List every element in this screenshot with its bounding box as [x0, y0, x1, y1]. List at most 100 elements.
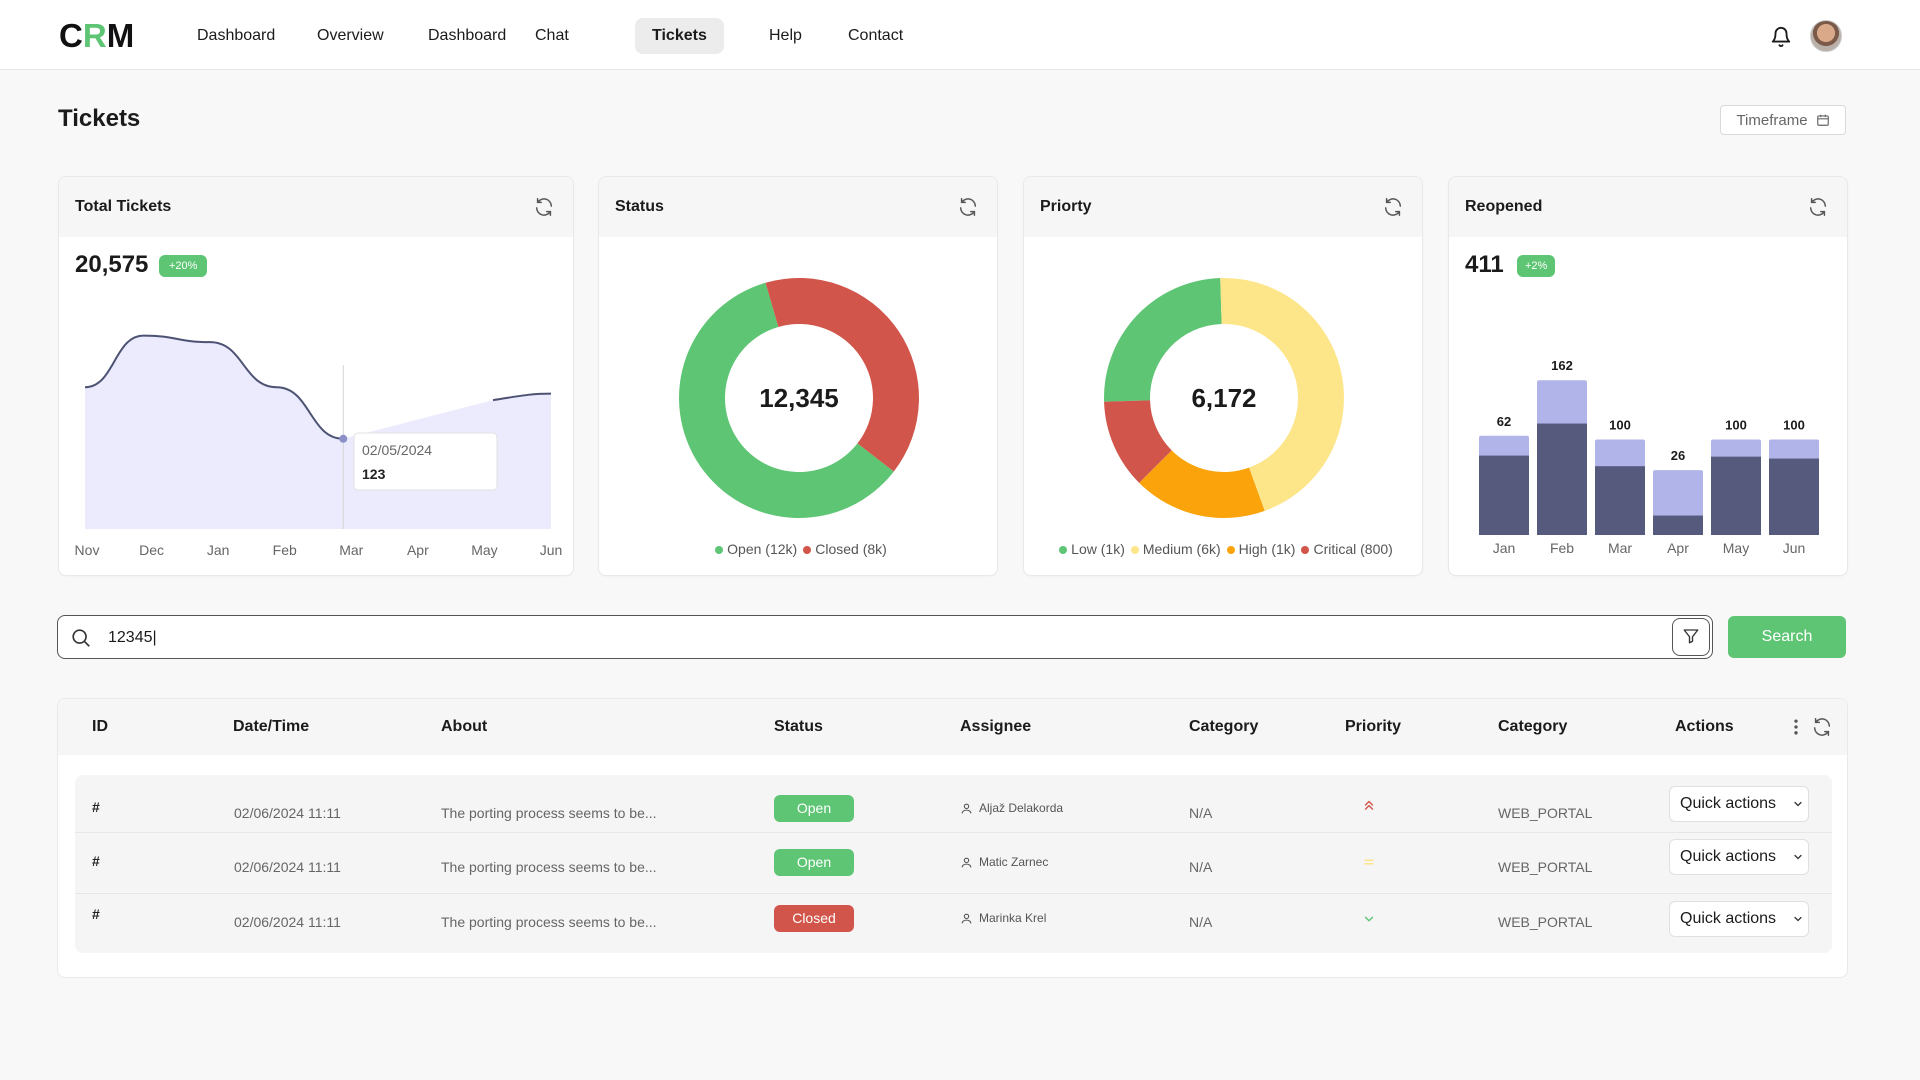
chevron-down-icon — [1794, 916, 1802, 922]
ticket-category-2: WEB_PORTAL — [1498, 859, 1593, 875]
ticket-id[interactable]: # — [92, 799, 100, 815]
user-icon — [961, 803, 972, 813]
quick-actions-dropdown[interactable]: Quick actions — [1669, 839, 1809, 875]
quick-actions-label: Quick actions — [1680, 910, 1777, 927]
legend-dot — [1301, 545, 1310, 554]
bar-segment — [1769, 458, 1819, 535]
nav-item-overview[interactable]: Overview — [317, 27, 384, 44]
area-line — [84, 334, 344, 440]
priority-card: Priorty 6,172 Low (1k) Medium (6k) High (1… — [1023, 176, 1423, 576]
bar-segment — [1711, 456, 1761, 535]
legend-item: Closed (8k) — [797, 541, 887, 557]
refresh-icon[interactable] — [1382, 196, 1404, 218]
ticket-id[interactable]: # — [92, 906, 100, 922]
nav-item-help[interactable]: Help — [769, 27, 802, 44]
ticket-datetime: 02/06/2024 11:11 — [234, 914, 341, 930]
chevron-down-icon — [1364, 916, 1374, 922]
quick-actions-dropdown[interactable]: Quick actions — [1669, 786, 1809, 822]
x-tick-label: Apr — [1667, 540, 1689, 556]
double-chevron-up-icon — [1364, 800, 1374, 810]
search-input[interactable] — [108, 624, 1608, 652]
x-tick-label: Mar — [1608, 540, 1632, 556]
equals-icon — [1364, 859, 1374, 865]
legend-dot — [1059, 545, 1068, 554]
quick-actions-dropdown[interactable]: Quick actions — [1669, 901, 1809, 937]
card-title: Priorty — [1040, 198, 1092, 215]
logo[interactable]: CRM — [59, 17, 134, 55]
search-icon — [72, 629, 90, 647]
card-title: Reopened — [1465, 198, 1543, 215]
tickets-table: ID Date/Time About Status Assignee Categ… — [57, 698, 1848, 978]
donut-slice — [1220, 278, 1345, 511]
card-header: Status — [599, 177, 997, 237]
tooltip-date: 02/05/2024 — [362, 442, 432, 458]
legend-label: Low (1k) — [1071, 541, 1125, 557]
column-header-status[interactable]: Status — [774, 718, 823, 735]
priority-legend: Low (1k) Medium (6k) High (1k) Critical (80… — [1024, 541, 1422, 557]
column-header-priority[interactable]: Priority — [1345, 718, 1402, 735]
nav-item-contact[interactable]: Contact — [848, 27, 904, 44]
column-header-category-2[interactable]: Category — [1498, 718, 1568, 735]
chevron-down-icon — [1794, 854, 1802, 860]
bar-value-label: 100 — [1725, 417, 1747, 432]
filter-button[interactable] — [1672, 618, 1710, 656]
status-badge: Open — [774, 795, 854, 822]
x-tick-label: Mar — [339, 542, 363, 558]
bar-value-label: 162 — [1551, 358, 1573, 373]
priority-donut-chart: 6,172 — [1104, 278, 1345, 518]
donut-slice — [1104, 278, 1222, 402]
assignee[interactable]: Matic Zarnec — [960, 855, 1048, 869]
more-vertical-icon[interactable] — [1786, 717, 1806, 737]
legend-item: High (1k) — [1221, 541, 1295, 557]
nav-item-dashboard-2[interactable]: Dashboard — [428, 27, 507, 44]
column-header-assignee[interactable]: Assignee — [960, 718, 1032, 735]
ticket-category: N/A — [1189, 914, 1213, 930]
search-bar — [57, 615, 1713, 659]
table-row[interactable]: # 02/06/2024 11:11 The porting process s… — [75, 832, 1832, 888]
timeframe-label: Timeframe — [1736, 111, 1808, 129]
assignee-name: Marinka Krel — [979, 911, 1047, 925]
assignee[interactable]: Marinka Krel — [960, 911, 1046, 925]
donut-center-value: 6,172 — [1191, 383, 1256, 413]
column-header-about[interactable]: About — [441, 718, 488, 735]
total-tickets-area-chart: 02/05/2024 123 Nov Dec Jan Feb Mar Apr May Jun — [75, 334, 562, 558]
bar-value-label: 26 — [1671, 448, 1685, 463]
filter-icon — [1683, 628, 1699, 643]
table-row[interactable]: # 02/06/2024 11:11 The porting process s… — [75, 893, 1832, 949]
donut-slice — [1139, 450, 1265, 518]
donut-slice — [1104, 400, 1172, 483]
chart-tooltip: 02/05/2024 123 — [353, 432, 498, 491]
column-header-id[interactable]: ID — [92, 718, 108, 735]
reopened-bar-chart: 62 Jan 162 Feb 100 Mar 26 Apr 100 May 100 Jun — [1479, 358, 1819, 556]
nav-item-dashboard[interactable]: Dashboard — [197, 27, 276, 44]
nav-item-tickets[interactable]: Tickets — [635, 18, 724, 54]
legend-label: Medium (6k) — [1142, 541, 1221, 557]
legend-label: Closed (8k) — [815, 541, 887, 557]
column-header-category[interactable]: Category — [1189, 718, 1259, 735]
chevron-down-icon — [1794, 801, 1802, 807]
timeframe-button[interactable]: Timeframe — [1720, 105, 1846, 135]
reopened-card: Reopened 411 +2% 62 Jan 162 Feb 100 Mar 26 Apr 1… — [1448, 176, 1848, 576]
logo-text-r: R — [82, 17, 107, 54]
refresh-icon[interactable] — [957, 196, 979, 218]
table-row[interactable]: # 02/06/2024 11:11 The porting process s… — [75, 775, 1832, 831]
donut-slice — [765, 278, 919, 472]
donut-slice — [679, 282, 894, 518]
x-tick-label: Jan — [1493, 540, 1516, 556]
column-header-datetime[interactable]: Date/Time — [233, 718, 310, 735]
x-tick-label: Feb — [273, 542, 297, 558]
refresh-icon[interactable] — [533, 196, 555, 218]
reopened-value: 411 — [1465, 251, 1504, 278]
refresh-icon[interactable] — [1811, 716, 1833, 738]
legend-item: Medium (6k) — [1125, 541, 1221, 557]
user-icon — [961, 913, 972, 923]
refresh-icon[interactable] — [1807, 196, 1829, 218]
total-tickets-value: 20,575 — [75, 251, 149, 278]
search-button[interactable]: Search — [1728, 616, 1846, 658]
x-tick-label: Nov — [75, 542, 100, 558]
ticket-id[interactable]: # — [92, 853, 100, 869]
assignee[interactable]: Aljaž Delakorda — [960, 801, 1063, 815]
nav-item-chat[interactable]: Chat — [535, 27, 569, 44]
bell-icon[interactable] — [1770, 25, 1792, 49]
avatar[interactable] — [1810, 20, 1842, 52]
